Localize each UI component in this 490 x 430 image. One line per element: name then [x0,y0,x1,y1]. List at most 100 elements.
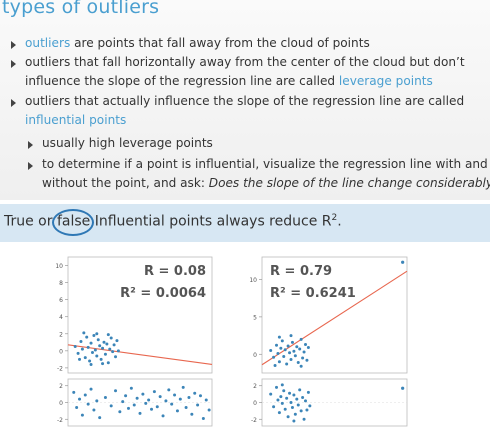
data-point [75,406,79,410]
y-tick-label: 6 [59,297,63,304]
data-point [304,343,307,347]
data-point [293,412,297,416]
data-point [289,401,293,404]
data-point [292,419,296,423]
data-point [272,355,276,359]
data-point [306,390,310,394]
data-point [95,332,99,336]
data-point [279,346,283,350]
data-point [116,349,120,353]
data-point [102,340,106,344]
y-tick-label: -2 [57,417,63,424]
data-point [82,331,86,335]
data-point [289,358,293,362]
data-point [79,339,83,343]
data-point [190,412,194,416]
data-point [86,402,90,406]
data-point [85,335,89,339]
data-point [282,355,286,359]
data-point [98,416,102,420]
data-point [92,408,96,412]
data-point [106,333,110,337]
data-point [73,345,77,349]
bullet-1: outliers are points that fall away from … [25,34,370,53]
data-point [286,415,290,419]
data-point [89,387,93,391]
data-point [301,395,305,399]
data-point [89,362,93,366]
data-point [103,395,107,399]
bullet-triangle-icon [11,99,16,107]
data-point [112,343,116,347]
data-point [88,359,92,363]
data-point [105,342,109,346]
data-point [83,356,87,360]
data-point [178,397,182,401]
data-point [161,414,165,418]
data-point [299,409,303,413]
data-point [129,386,133,390]
data-point [170,402,174,406]
y-tick-label: 0 [253,352,257,359]
plot-frame-right-top [261,256,408,374]
data-point [277,411,281,415]
data-point [101,346,105,350]
y-tick-label: 4 [59,314,63,321]
data-point [147,398,151,402]
data-point [201,416,205,420]
data-point [132,403,136,407]
r-squared-annotation: R² = 0.0064 [120,286,206,301]
data-point [103,352,107,356]
data-point [283,407,287,411]
data-point [283,348,287,352]
data-point [167,388,171,392]
data-point [276,398,280,402]
y-tick-label: 0 [59,348,63,355]
data-point [114,355,118,359]
y-tick-label: -2 [251,417,257,424]
sub-bullet-triangle-icon [28,162,33,170]
data-point [109,404,113,408]
data-point [289,334,293,338]
question-post: Influential points always reduce R [90,213,332,230]
data-point [158,395,162,399]
data-point [279,395,283,399]
bullet-2-line-1: outliers that fall horizontally away fro… [25,55,465,69]
data-point [155,405,159,409]
answer-circle-annotation [52,209,94,236]
data-point [269,392,273,396]
data-point [269,349,273,353]
data-point [298,388,302,392]
regression-line [67,344,213,366]
bullet-1-text: are points that fall away from the cloud… [70,36,370,50]
data-point [277,360,281,364]
slide-header-area [0,0,490,200]
y-tick-label: 0 [253,400,257,407]
data-point [181,385,185,389]
data-point [80,347,84,351]
r-annotation: R = 0.08 [144,264,206,279]
data-point [96,338,100,342]
data-point [184,406,188,410]
bullet-2-line-2: influence the slope of the regression li… [25,72,433,91]
data-point [280,383,284,387]
data-point [204,398,208,402]
data-point [106,361,110,365]
data-point [285,362,289,366]
r-squared-annotation: R² = 0.6241 [270,286,356,301]
data-point [198,394,202,398]
data-point [141,392,145,396]
y-tick-label: 8 [59,280,63,287]
data-point [282,389,286,393]
data-point [272,405,276,409]
data-point [292,349,296,353]
data-point [275,385,278,389]
data-point [299,364,303,368]
data-point [295,345,299,349]
data-point [296,403,300,407]
data-point [288,351,292,355]
data-point [305,358,309,362]
influential-outlier-point [401,386,405,390]
y-tick-label: 2 [59,383,63,390]
